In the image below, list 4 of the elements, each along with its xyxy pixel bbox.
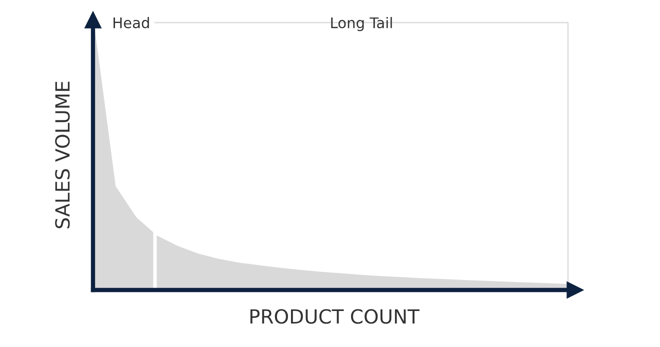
y-axis-title: SALES VOLUME	[55, 82, 70, 228]
x-axis-title: PRODUCT COUNT	[250, 309, 420, 324]
text: Head	[114, 16, 149, 28]
annotation: Long Tail	[331, 16, 392, 32]
